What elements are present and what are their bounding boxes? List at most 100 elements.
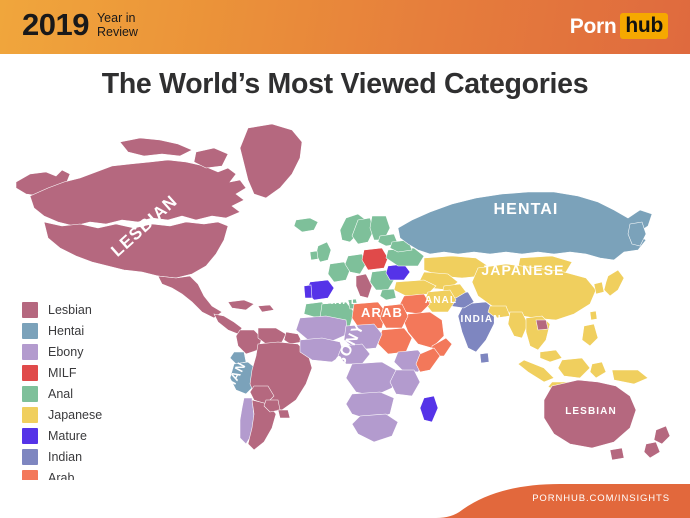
country-colombia	[235, 329, 263, 355]
legend-swatch-anal	[22, 385, 38, 402]
legend-item-hentai[interactable]: Hentai	[22, 320, 102, 341]
country-indonesia-sumatra	[517, 359, 555, 383]
year-subtitle-line2: Review	[96, 25, 138, 39]
legend-label-japanese: Japanese	[48, 407, 103, 422]
year-in-review-subtitle: Year in Review	[97, 10, 138, 39]
footer-url[interactable]: PORNHUB.COM/INSIGHTS	[532, 493, 670, 504]
country-tasmania	[609, 447, 625, 461]
country-russia	[397, 191, 653, 261]
year-in-review-block: 2019 Year in Review	[22, 9, 138, 40]
country-libya	[351, 301, 387, 331]
country-new-zealand	[653, 425, 671, 445]
country-malaysia	[539, 349, 563, 363]
footer-swoosh-shape	[436, 484, 690, 518]
logo-text-porn: Porn	[569, 14, 617, 38]
map-label-indian-india: INDIAN	[460, 314, 501, 325]
legend-swatch-japanese	[22, 406, 38, 423]
country-iceland	[293, 217, 319, 233]
legend-swatch-hentai	[22, 322, 38, 339]
legend-item-indian[interactable]: Indian	[22, 446, 102, 467]
legend-label-anal: Anal	[48, 386, 74, 401]
country-sulawesi	[589, 361, 607, 379]
country-guyanas	[283, 331, 303, 345]
legend-item-lesbian[interactable]: Lesbian	[22, 299, 102, 320]
legend-item-japanese[interactable]: Japanese	[22, 404, 102, 425]
country-new-zealand-south	[643, 441, 661, 459]
country-germany	[344, 253, 367, 275]
legend-swatch-ebony	[22, 343, 38, 360]
map-country-shapes	[15, 123, 671, 461]
country-niger-chad	[343, 323, 383, 351]
country-paraguay	[263, 399, 281, 413]
map-label-anal-turkey: ANAL	[425, 295, 457, 306]
map-label-arab-middle-east: ARAB	[361, 305, 403, 320]
country-baffin-island	[193, 147, 229, 169]
country-kenya-tanzania	[389, 369, 421, 397]
world-map: LESBIAN LESBIAN LESBIAN HENTAI JAPANESE …	[0, 108, 690, 480]
country-usa	[43, 221, 229, 279]
legend-swatch-lesbian	[22, 301, 38, 318]
country-south-africa	[351, 413, 399, 443]
legend-label-lesbian: Lesbian	[48, 302, 92, 317]
country-papua-new-guinea	[611, 369, 649, 385]
country-mauritania-mali	[295, 315, 349, 343]
legend-item-milf[interactable]: MILF	[22, 362, 102, 383]
year-number: 2019	[22, 7, 89, 42]
country-japan	[603, 269, 625, 297]
logo-text-hub: hub	[620, 13, 668, 39]
pornhub-logo[interactable]: Porn hub	[570, 13, 668, 39]
country-hispaniola	[257, 304, 275, 313]
country-west-africa-coast	[299, 337, 345, 363]
legend-label-hentai: Hentai	[48, 323, 85, 338]
legend-label-indian: Indian	[48, 449, 83, 464]
country-central-america	[213, 313, 243, 335]
country-laos	[535, 319, 549, 331]
page-title: The World’s Most Viewed Categories	[101, 68, 589, 100]
country-nepal-bangladesh	[487, 305, 511, 319]
map-label-hentai-russia: HENTAI	[494, 201, 559, 218]
legend-item-anal[interactable]: Anal	[22, 383, 102, 404]
country-sri-lanka	[479, 352, 490, 364]
map-label-anal-north-africa: ANAL	[326, 296, 358, 307]
country-romania	[385, 263, 411, 281]
map-label-lesbian-australia: LESBIAN	[565, 406, 617, 417]
legend-swatch-mature	[22, 427, 38, 444]
legend-item-ebony[interactable]: Ebony	[22, 341, 102, 362]
country-greenland	[239, 123, 303, 199]
legend-swatch-indian	[22, 448, 38, 465]
country-sweden	[351, 217, 375, 245]
country-venezuela	[257, 327, 287, 345]
map-label-japanese-china: JAPANESE	[481, 262, 564, 278]
country-taiwan	[589, 310, 598, 321]
country-portugal	[303, 284, 313, 299]
country-borneo	[557, 357, 591, 379]
header-bar: 2019 Year in Review Porn hub	[0, 0, 690, 54]
country-mexico	[157, 275, 223, 319]
world-map-svg: LESBIAN LESBIAN LESBIAN HENTAI JAPANESE …	[15, 123, 671, 461]
legend-swatch-milf	[22, 364, 38, 381]
country-australia	[543, 379, 637, 449]
country-poland	[361, 247, 389, 271]
legend-label-milf: MILF	[48, 365, 77, 380]
country-ukraine	[385, 247, 425, 267]
country-drc	[345, 361, 397, 397]
legend-item-mature[interactable]: Mature	[22, 425, 102, 446]
country-somalia	[415, 347, 441, 373]
map-legend: Lesbian Hentai Ebony MILF Anal Japanese Mature…	[22, 299, 102, 488]
country-sudan	[377, 327, 413, 355]
country-philippines	[581, 323, 599, 347]
footer-bar: PORNHUB.COM/INSIGHTS	[0, 480, 690, 518]
country-cuba	[227, 299, 255, 311]
country-myanmar	[507, 311, 529, 339]
country-italy	[355, 273, 373, 299]
country-canada	[29, 159, 247, 227]
country-kamchatka	[627, 221, 647, 247]
year-subtitle-line1: Year in	[96, 11, 136, 25]
country-canada-arctic	[119, 137, 193, 157]
country-france	[327, 261, 351, 283]
country-uruguay	[277, 409, 291, 419]
country-madagascar	[419, 395, 439, 423]
country-greece	[379, 288, 397, 301]
legend-label-ebony: Ebony	[48, 344, 84, 359]
